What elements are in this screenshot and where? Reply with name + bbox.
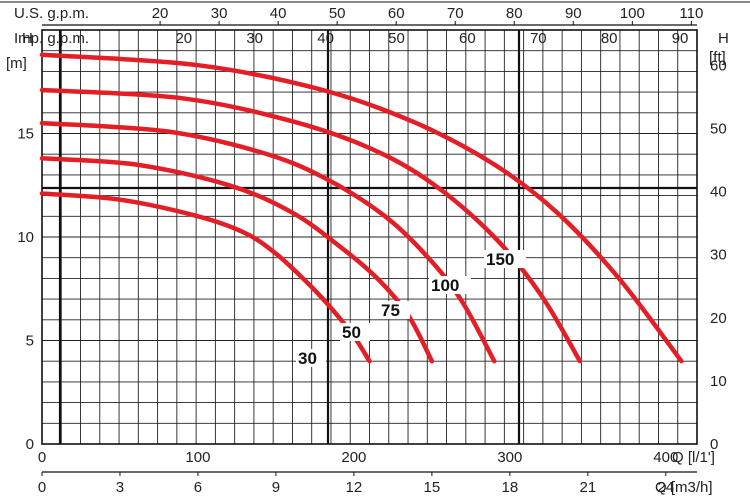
x-usgpm-tick-label: 90 xyxy=(565,5,582,22)
y-ft-tick-label: 20 xyxy=(710,310,727,327)
grid-minor xyxy=(42,30,697,444)
x-impgpm-tick-label: 90 xyxy=(672,30,689,47)
x-primary-axis-label: Q [l/1'] xyxy=(672,449,715,466)
x-usgpm-tick-label: 100 xyxy=(620,5,645,22)
x-usgpm-tick-label: 50 xyxy=(329,5,346,22)
y-primary-axis-title: H xyxy=(22,30,33,47)
x-impgpm-tick-label: 40 xyxy=(317,30,334,47)
y-primary-tick-label: 15 xyxy=(17,126,34,143)
x-usgpm-tick-label: 20 xyxy=(152,5,169,22)
curve-label-75: 75 xyxy=(381,301,400,320)
x-usgpm-tick-label: 80 xyxy=(506,5,523,22)
x-m3h-tick-label: 3 xyxy=(116,479,124,496)
x-impgpm-tick-label: 30 xyxy=(246,30,263,47)
x-m3h-tick-label: 0 xyxy=(38,479,46,496)
y-ft-tick-label: 40 xyxy=(710,184,727,201)
x-m3h-tick-label: 24 xyxy=(657,479,674,496)
x-primary-tick-label: 300 xyxy=(497,449,522,466)
series-line-150 xyxy=(39,52,684,364)
curve-label-150: 150 xyxy=(486,250,514,269)
curve-label-bg-100 xyxy=(429,276,471,294)
y-ft-tick-label: 10 xyxy=(710,373,727,390)
x-m3h-tick-label: 21 xyxy=(579,479,596,496)
curve-label-bg-150 xyxy=(484,250,526,268)
curve-label-bg-75 xyxy=(378,301,410,319)
x-m3h-tick-label: 9 xyxy=(272,479,280,496)
x-m3h-tick-label: 18 xyxy=(502,479,519,496)
x-impgpm-tick-label: 20 xyxy=(175,30,192,47)
x-primary-tick-label: 100 xyxy=(185,449,210,466)
x-usgpm-axis-label: U.S. g.p.m. xyxy=(14,5,89,22)
curve-label-bg-50 xyxy=(340,323,370,341)
x-impgpm-tick-label: 80 xyxy=(601,30,618,47)
plot-border xyxy=(41,29,698,445)
curve-label-100: 100 xyxy=(431,276,459,295)
x-impgpm-tick-label: 70 xyxy=(530,30,547,47)
y-ft-tick-label: 60 xyxy=(710,57,727,74)
x-impgpm-axis-label: Imp. g.p.m. xyxy=(14,30,89,47)
y-ft-axis-unit: [ft] xyxy=(709,49,726,66)
y-ft-tick-label: 30 xyxy=(710,247,727,264)
x-impgpm-tick-label: 60 xyxy=(459,30,476,47)
curve-label-bg-30 xyxy=(296,349,326,367)
curve-label-30: 30 xyxy=(298,349,317,368)
x-m3h-tick-label: 6 xyxy=(194,479,202,496)
x-m3h-tick-label: 15 xyxy=(424,479,441,496)
y-ft-axis-title: H xyxy=(718,30,729,47)
series-line-75 xyxy=(39,120,497,364)
y-primary-tick-label: 0 xyxy=(26,436,34,453)
y-ft-tick-label: 50 xyxy=(710,121,727,138)
x-primary-tick-label: 200 xyxy=(341,449,366,466)
curve-labels: 30 50 75 100 150 xyxy=(296,250,526,368)
y-ft-tick-label: 0 xyxy=(710,436,718,453)
x-usgpm-tick-label: 110 xyxy=(679,5,703,22)
curve-label-50: 50 xyxy=(342,323,361,342)
y-primary-tick-label: 10 xyxy=(17,229,34,246)
x-m3h-tick-label: 12 xyxy=(346,479,363,496)
y-primary-tick-label: 5 xyxy=(26,333,34,350)
x-usgpm-tick-label: 30 xyxy=(211,5,228,22)
series-line-30 xyxy=(39,191,372,364)
x-primary-tick-label: 0 xyxy=(38,449,46,466)
x-primary-tick-label: 400 xyxy=(653,449,678,466)
series-line-100 xyxy=(39,87,583,364)
x-m3h-axis-label: Q [m3/h] xyxy=(655,479,713,496)
x-usgpm-tick-label: 60 xyxy=(388,5,405,22)
x-impgpm-tick-label: 50 xyxy=(388,30,405,47)
y-primary-axis-unit: [m] xyxy=(6,55,27,72)
x-usgpm-tick-label: 70 xyxy=(447,5,464,22)
x-usgpm-tick-label: 40 xyxy=(270,5,287,22)
